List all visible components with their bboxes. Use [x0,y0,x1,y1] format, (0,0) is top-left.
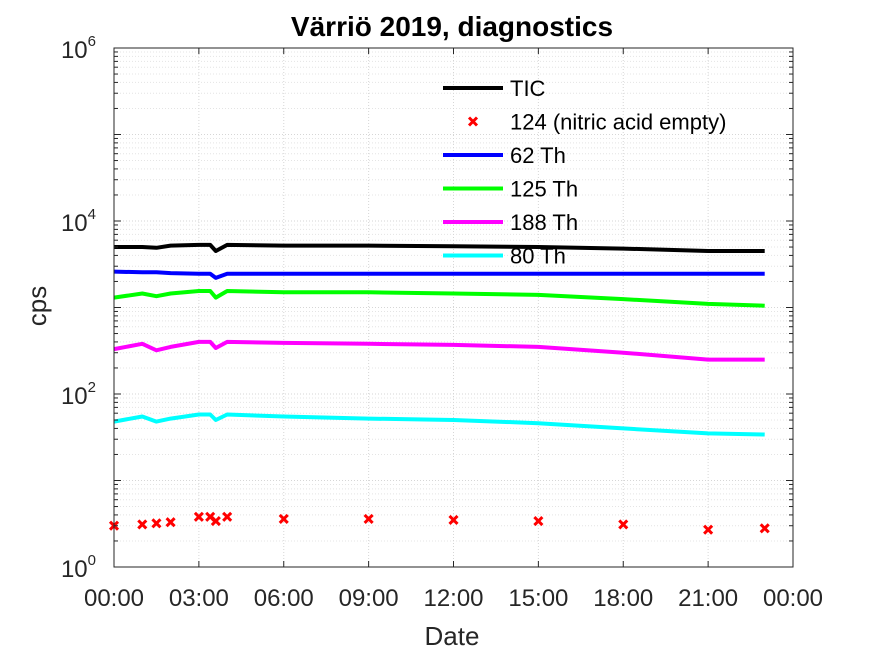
series-marker [618,519,629,530]
legend: TIC 124 (nitric acid empty) 62 Th 125 Th 188… [443,76,726,269]
y-tick-label: 104 [61,206,96,237]
series-marker [137,519,148,530]
legend-swatch [467,116,479,127]
x-tick-label: 00:00 [84,585,144,612]
legend-entry: 125 Th [443,177,578,202]
series-marker [278,513,289,524]
series-marker [210,515,221,527]
x-axis-label: Date [425,621,480,651]
series-line-tic [114,242,765,253]
series-marker [165,517,176,528]
legend-entry: 62 Th [443,143,566,168]
legend-entry: TIC [443,76,546,101]
series-marker [222,511,233,522]
series-marker [151,518,162,529]
legend-label: 124 (nitric acid empty) [510,110,726,135]
axis-ticks [113,47,794,568]
series-marker [448,514,459,525]
x-tick-label: 15:00 [508,585,568,612]
legend-label: 80 Th [510,244,566,269]
legend-entry: 124 (nitric acid empty) [467,110,726,135]
legend-entry: 188 Th [443,210,578,235]
series-marker [759,523,770,534]
y-tick-labels: 100 102 104 106 [61,33,96,583]
legend-label: 125 Th [510,177,578,202]
major-grid [114,48,793,567]
chart-title: Värriö 2019, diagnostics [291,11,613,42]
x-tick-label: 12:00 [423,585,483,612]
x-tick-label: 09:00 [339,585,399,612]
legend-entry: 80 Th [443,244,566,269]
x-tick-label: 06:00 [254,585,314,612]
x-tick-label: 03:00 [169,585,229,612]
y-tick-label: 102 [61,379,96,410]
series-line-62-th [113,269,765,280]
series-line-125-th [113,289,765,308]
x-tick-label: 18:00 [593,585,653,612]
series-line-80-th [113,412,765,437]
y-tick-label: 100 [61,552,96,583]
legend-label: 62 Th [510,143,566,168]
plot-area [108,242,770,535]
series-line-188-th [113,339,765,362]
legend-label: 188 Th [510,210,578,235]
series-marker [533,515,544,527]
y-axis-label: cps [22,286,52,326]
series-marker [363,513,374,524]
x-tick-label: 00:00 [763,585,823,612]
y-tick-label: 106 [61,33,96,64]
x-tick-labels: 00:00 03:00 06:00 09:00 12:00 15:00 18:00 21:00… [84,585,823,612]
x-tick-label: 21:00 [678,585,738,612]
legend-label: TIC [510,76,546,101]
series-marker [193,511,204,522]
series-marker [703,524,714,535]
